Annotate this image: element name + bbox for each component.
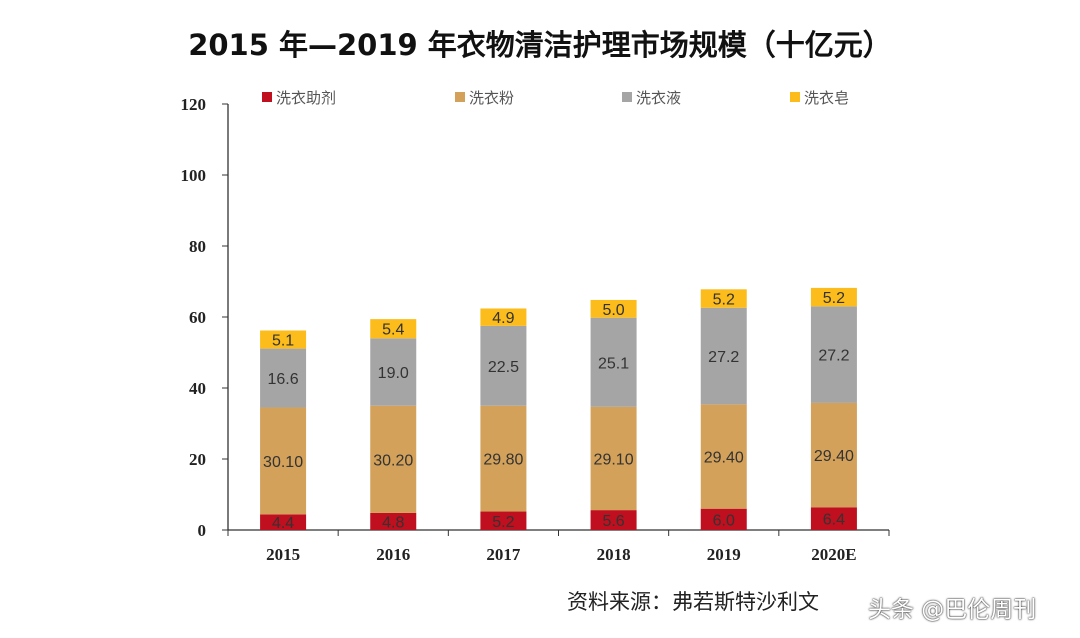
- bar-segment: [700, 508, 747, 530]
- data-label: 29.40: [704, 450, 744, 467]
- bar-segment: [700, 404, 747, 509]
- data-label: 27.2: [818, 348, 849, 365]
- bar-segment: [480, 511, 527, 530]
- data-label: 25.1: [598, 355, 629, 372]
- legend-label: 洗衣皂: [804, 89, 849, 107]
- data-label: 4.4: [272, 515, 294, 532]
- data-label: 5.2: [823, 290, 845, 307]
- legend-swatch: [455, 92, 465, 102]
- legend-label: 洗衣助剂: [276, 89, 336, 107]
- data-label: 6.4: [823, 512, 845, 529]
- bar-segment: [590, 317, 637, 407]
- data-label: 5.2: [492, 514, 514, 531]
- legend-swatch: [262, 92, 272, 102]
- bar-segment: [260, 330, 307, 349]
- bar-segment: [700, 289, 747, 308]
- data-label: 5.4: [382, 322, 404, 339]
- y-tick-label: 80: [189, 237, 206, 256]
- data-label: 5.0: [602, 302, 624, 319]
- data-label: 5.2: [713, 292, 735, 309]
- legend-label: 洗衣液: [636, 89, 681, 107]
- data-label: 5.6: [602, 513, 624, 530]
- bar-segment: [590, 299, 637, 318]
- bar-segment: [370, 319, 417, 339]
- bar-segment: [370, 512, 417, 530]
- data-label: 29.80: [483, 452, 523, 469]
- bar-segment: [590, 406, 637, 511]
- legend-label: 洗衣粉: [469, 89, 514, 107]
- data-label: 29.40: [814, 448, 854, 465]
- data-label: 27.2: [708, 349, 739, 366]
- bar-segment: [480, 405, 527, 512]
- x-tick-label: 2016: [376, 545, 410, 564]
- y-tick-label: 100: [181, 166, 207, 185]
- x-tick-label: 2019: [707, 545, 741, 564]
- x-tick-label: 2017: [486, 545, 521, 564]
- data-label: 4.8: [382, 514, 404, 531]
- bar-segment: [700, 307, 747, 405]
- x-tick-label: 2020E: [811, 545, 856, 564]
- legend-swatch: [790, 92, 800, 102]
- bar-segment: [370, 405, 417, 513]
- x-tick-label: 2018: [597, 545, 631, 564]
- watermark: 头条 @巴伦周刊: [868, 597, 1037, 623]
- bar-segment: [370, 338, 417, 406]
- data-label: 22.5: [488, 359, 519, 376]
- bar-segment: [480, 325, 527, 406]
- data-label: 16.6: [268, 371, 299, 388]
- bar-segment: [810, 507, 857, 530]
- bar-segment: [590, 510, 637, 530]
- data-label: 4.9: [492, 310, 514, 327]
- y-tick-label: 20: [189, 450, 206, 469]
- data-label: 30.20: [373, 452, 413, 469]
- bar-segment: [810, 306, 857, 403]
- y-tick-label: 40: [189, 379, 206, 398]
- data-label: 30.10: [263, 454, 303, 471]
- bar-segment: [480, 308, 527, 326]
- x-tick-label: 2015: [266, 545, 300, 564]
- y-tick-label: 0: [198, 521, 207, 540]
- bar-segment: [260, 514, 307, 530]
- chart-title: 2015 年—2019 年衣物清洁护理市场规模（十亿元）: [188, 28, 892, 62]
- data-label: 5.1: [272, 333, 294, 350]
- data-label: 6.0: [713, 512, 735, 529]
- source-note: 资料来源：弗若斯特沙利文: [567, 590, 819, 614]
- y-tick-label: 60: [189, 308, 206, 327]
- y-tick-label: 120: [181, 95, 207, 114]
- bar-segment: [810, 287, 857, 307]
- data-label: 29.10: [594, 451, 634, 468]
- bar-segment: [810, 402, 857, 508]
- bar-segment: [260, 407, 307, 515]
- legend-swatch: [622, 92, 632, 102]
- data-label: 19.0: [378, 365, 409, 382]
- bar-segment: [260, 348, 307, 408]
